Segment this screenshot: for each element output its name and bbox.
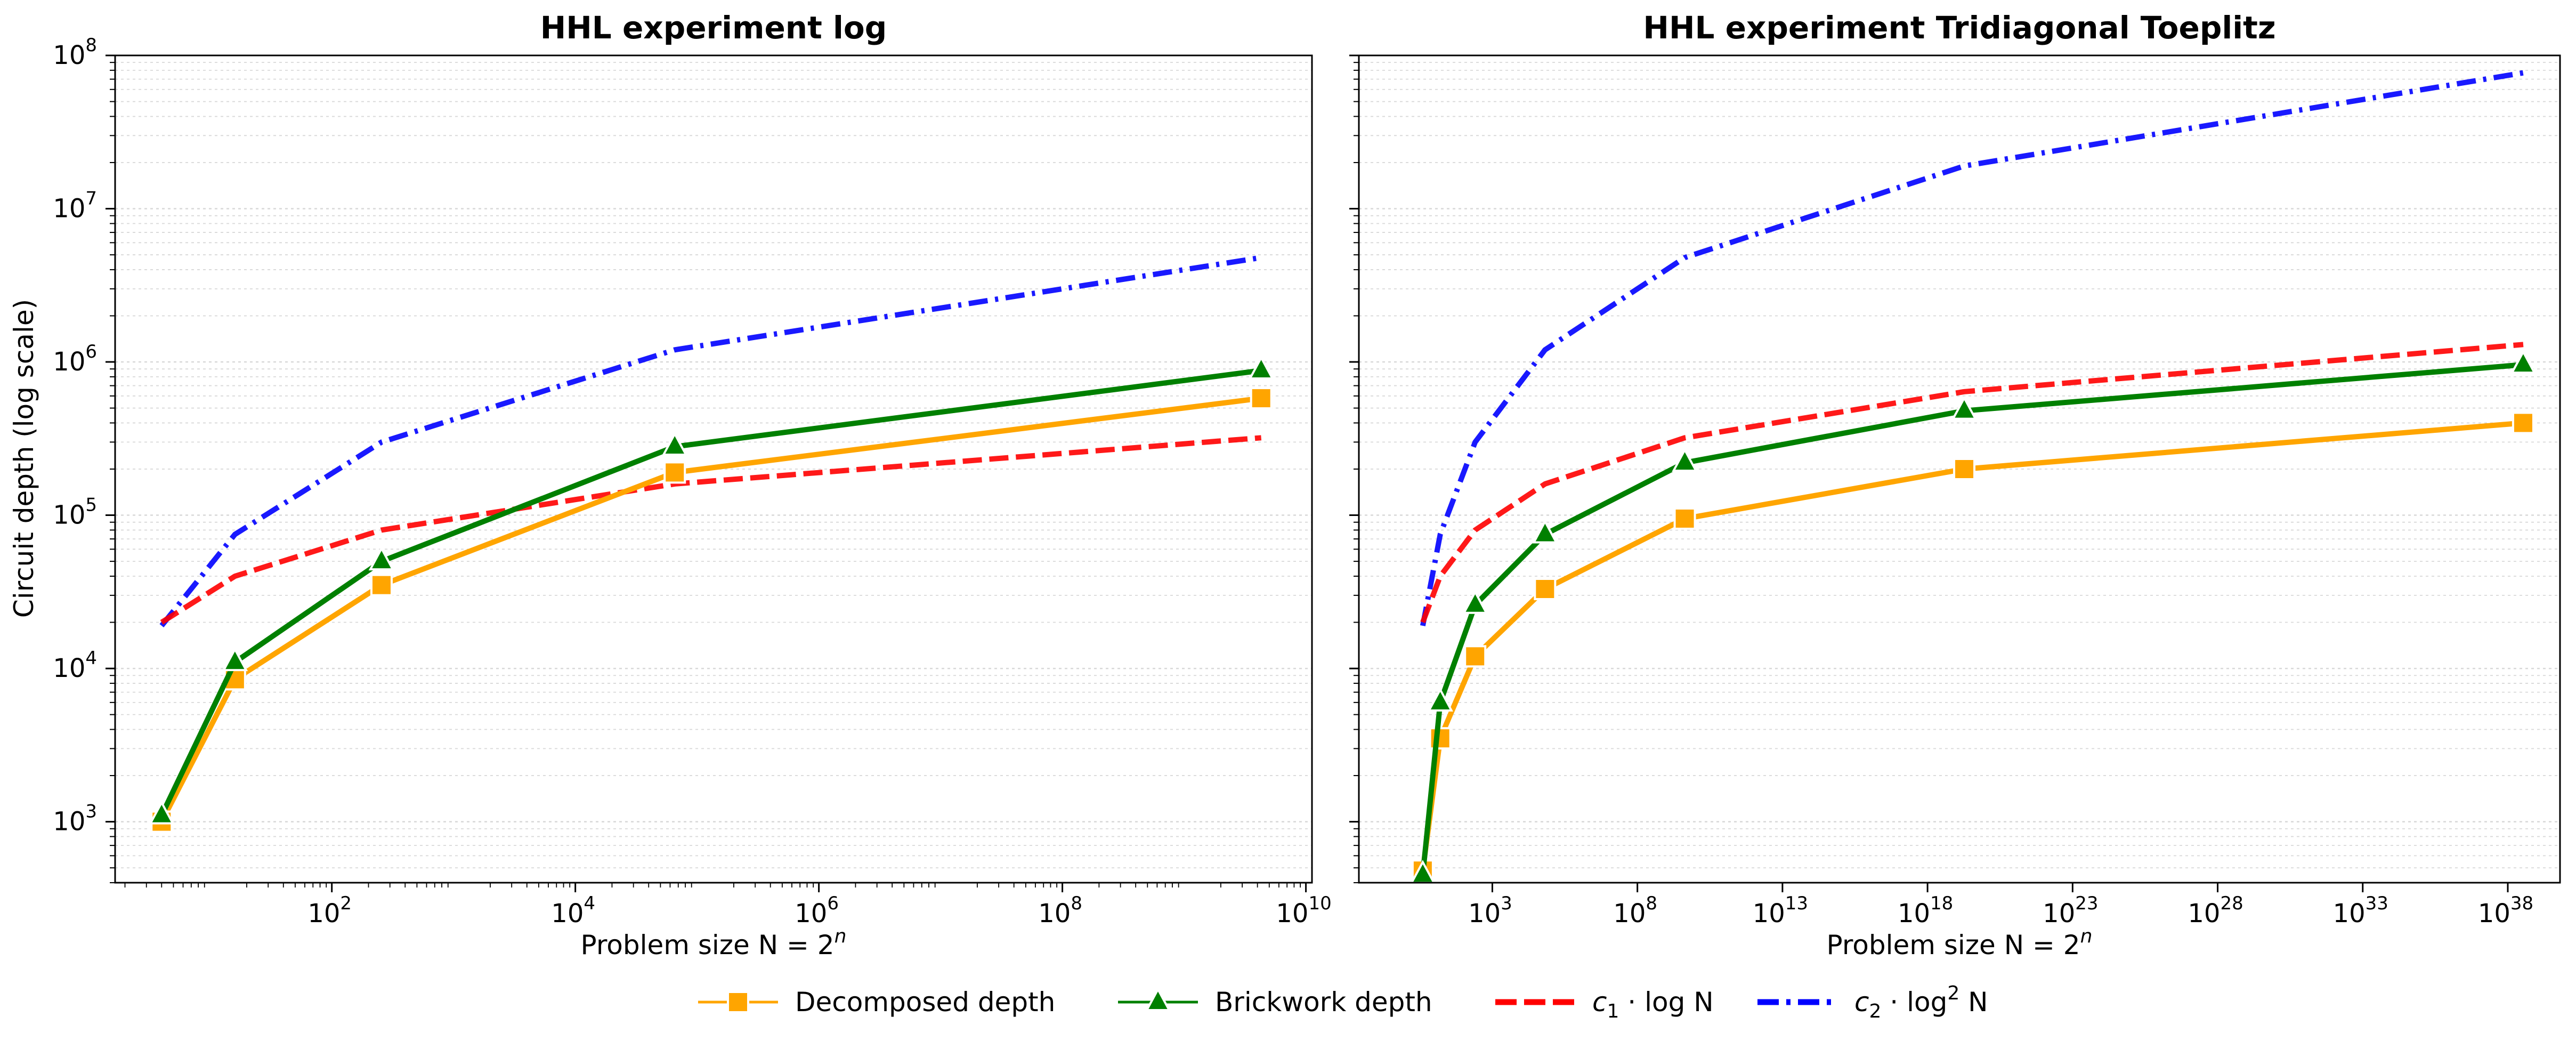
x-tick-label: 1028 [2188,893,2243,929]
point-brickwork [1672,447,1698,472]
y-tick-label: 108 [53,35,97,70]
chart-right: 103 108 1013 1018 1023 1028 1033 1038 HHL experi… [1349,10,2561,961]
x-tick-label: 108 [1038,893,1082,929]
y-tick-label: 104 [53,648,97,683]
x-tick-label: 1038 [2478,893,2533,929]
x-tick-label: 102 [307,893,352,929]
x-tick-label: 1018 [1898,893,1953,929]
series-line-brickwork [1420,362,2524,875]
series-group [1409,70,2537,884]
series-line-decomposed [159,396,1262,823]
point-brickwork [222,647,248,672]
gridlines [1359,54,2560,883]
x-tick-label: 1023 [2043,893,2098,929]
chart-left: 103 104 105 106 107 108 102 104 106 108 1010 HHL ex… [53,10,1331,961]
point-decomposed [370,574,393,596]
legend-label: c1 · log N [1592,987,1714,1022]
x-axis-label: Problem size N = 2n [1827,925,2093,961]
point-decomposed [1464,645,1487,668]
point-decomposed [2512,411,2534,434]
legend-item-c1: c1 · log N [1495,987,1714,1022]
series-line-c1 [1420,342,2524,624]
point-decomposed [1953,458,1976,480]
y-axis-label: Circuit depth (log scale) [9,299,39,618]
point-brickwork [1427,687,1454,712]
point-decomposed [1429,727,1452,750]
plot-frame [1358,54,2561,884]
point-decomposed [1250,387,1273,410]
legend-marker [727,991,749,1013]
legend-label: Brickwork depth [1215,987,1432,1018]
y-ticks [1349,54,1359,883]
gridlines [115,54,1312,883]
x-ticks: 102 104 106 108 1010 [124,883,1332,929]
point-decomposed [663,461,686,484]
series-line-c1 [160,435,1262,625]
point-brickwork [2510,349,2537,374]
point-brickwork [1532,519,1558,544]
legend-item-c2: c2 · log2 N [1757,982,1988,1022]
series-group [148,255,1275,833]
point-brickwork [1462,590,1488,614]
legend: Decomposed depth Brickwork depth c1 · log … [698,982,1988,1022]
point-brickwork [1951,396,1978,420]
legend-item-brickwork: Brickwork depth [1118,987,1432,1018]
series-line-c2 [159,255,1262,628]
series-line-c2 [1420,70,2524,626]
legend-marker [1145,987,1171,1011]
point-decomposed [1673,507,1696,530]
legend-item-decomposed: Decomposed depth [698,987,1055,1018]
legend-label: Decomposed depth [795,987,1055,1018]
x-tick-label: 106 [795,893,839,929]
x-tick-label: 1033 [2333,893,2388,929]
legend-label: c2 · log2 N [1854,982,1988,1022]
series-line-decomposed [1420,420,2524,871]
chart-title: HHL experiment Tridiagonal Toeplitz [1643,10,2275,46]
plot-frame [114,54,1313,884]
point-brickwork [368,546,395,571]
x-tick-label: 103 [1468,893,1512,929]
point-brickwork [661,431,688,456]
chart-title: HHL experiment log [540,10,887,46]
y-tick-label: 103 [53,801,97,837]
y-tick-label: 107 [53,188,97,224]
x-axis-label: Problem size N = 2n [581,925,847,961]
x-tick-label: 108 [1613,893,1657,929]
point-brickwork [1248,355,1275,380]
x-tick-label: 1013 [1753,893,1808,929]
x-tick-label: 1010 [1276,893,1331,929]
x-tick-label: 104 [551,893,595,929]
y-tick-label: 106 [53,341,97,377]
x-ticks: 103 108 1013 1018 1023 1028 1033 1038 [1468,883,2533,929]
point-brickwork [148,800,175,825]
y-tick-label: 105 [53,495,97,530]
point-decomposed [1534,577,1557,600]
y-ticks [106,54,115,883]
